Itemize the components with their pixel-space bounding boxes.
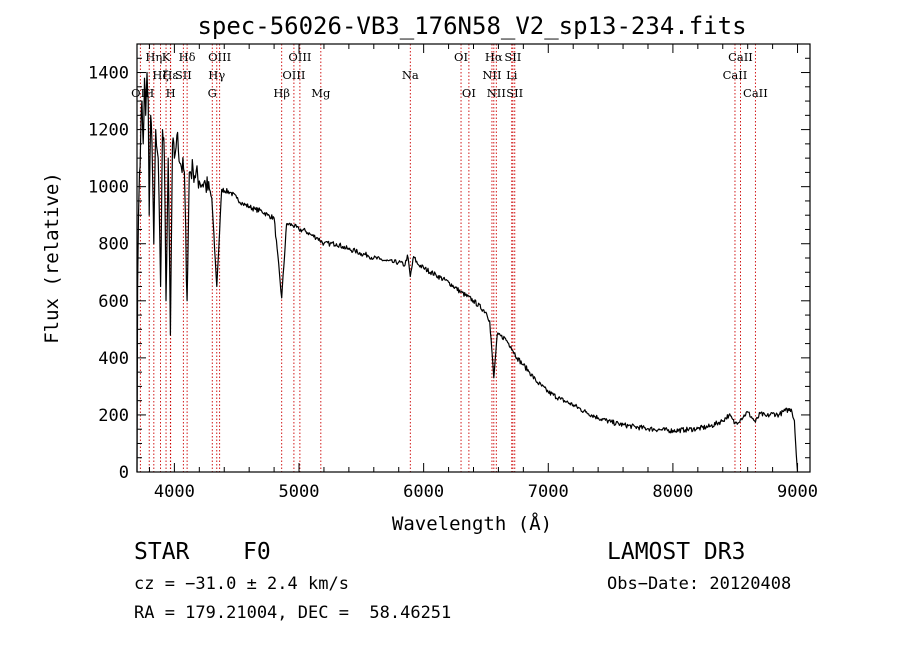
line-label-3: Hζ [152, 68, 168, 82]
spectrum-series-line [136, 71, 799, 473]
subclass: F0 [243, 539, 271, 565]
y-tick-label: 400 [98, 349, 129, 369]
line-label-4: K [162, 50, 171, 64]
line-label-23: SII [504, 50, 521, 64]
y-axis-label: Flux (relative) [41, 172, 63, 344]
y-tick-label: 1400 [88, 64, 129, 84]
x-axis-ticks: 4000 5000 6000 7000 8000 9000 [148, 44, 818, 502]
y-tick-label: 1200 [88, 121, 129, 141]
line-label-27: CaII [743, 86, 768, 100]
survey-name: LAMOST DR3 [607, 539, 746, 565]
x-tick-label: 6000 [403, 482, 444, 502]
line-label-15: Mg [311, 86, 331, 100]
line-label-25: CaII [723, 68, 748, 82]
y-tick-label: 1000 [88, 178, 129, 198]
line-label-13: OIII [282, 68, 305, 82]
line-label-8: Hδ [179, 50, 196, 64]
line-label-21: NII [487, 86, 506, 100]
y-tick-label: 600 [98, 292, 129, 312]
line-label-11: OIII [208, 50, 231, 64]
y-axis-ticks: 0 200 400 600 800 1000 1200 1400 [88, 43, 810, 483]
spectral-line-markers [139, 44, 756, 472]
line-label-26: CaII [728, 50, 753, 64]
y-tick-label: 800 [98, 235, 129, 255]
spectral-line-labels: OIIHHηHζKHεHSIIHδGHγOIIIHβOIIIOIIIMgNaOI… [131, 50, 768, 100]
obs-date: Obs−Date: 20120408 [607, 574, 792, 594]
line-label-24: SII [506, 86, 523, 100]
line-label-22: Li [506, 68, 518, 82]
line-label-14: OIII [288, 50, 311, 64]
line-label-2: Hη [145, 50, 162, 64]
x-axis-label: Wavelength (Å) [392, 512, 552, 535]
chart-title: spec-56026-VB3_176N58_V2_sp13-234.fits [197, 12, 746, 40]
redshift-cz: cz = −31.0 ± 2.4 km/s [134, 574, 349, 594]
line-label-20: Hα [485, 50, 503, 64]
line-label-6: H [166, 86, 176, 100]
x-tick-label: 8000 [652, 482, 693, 502]
line-label-18: OI [462, 86, 476, 100]
x-tick-label: 9000 [777, 482, 818, 502]
line-label-19: NII [482, 68, 501, 82]
x-tick-label: 4000 [154, 482, 195, 502]
line-label-9: G [208, 86, 217, 100]
x-tick-label: 7000 [528, 482, 569, 502]
line-label-7: SII [175, 68, 192, 82]
y-tick-label: 200 [98, 406, 129, 426]
line-label-10: Hγ [208, 68, 225, 82]
line-label-17: OI [454, 50, 468, 64]
line-label-16: Na [402, 68, 419, 82]
line-label-12: Hβ [273, 86, 290, 100]
coordinates: RA = 179.21004, DEC = 58.46251 [134, 603, 452, 623]
plot-frame [136, 43, 811, 473]
line-label-1: H [144, 86, 154, 100]
object-type: STAR [134, 539, 190, 565]
x-tick-label: 5000 [279, 482, 320, 502]
y-tick-label: 0 [119, 463, 129, 483]
line-label-5: Hε [162, 68, 178, 82]
